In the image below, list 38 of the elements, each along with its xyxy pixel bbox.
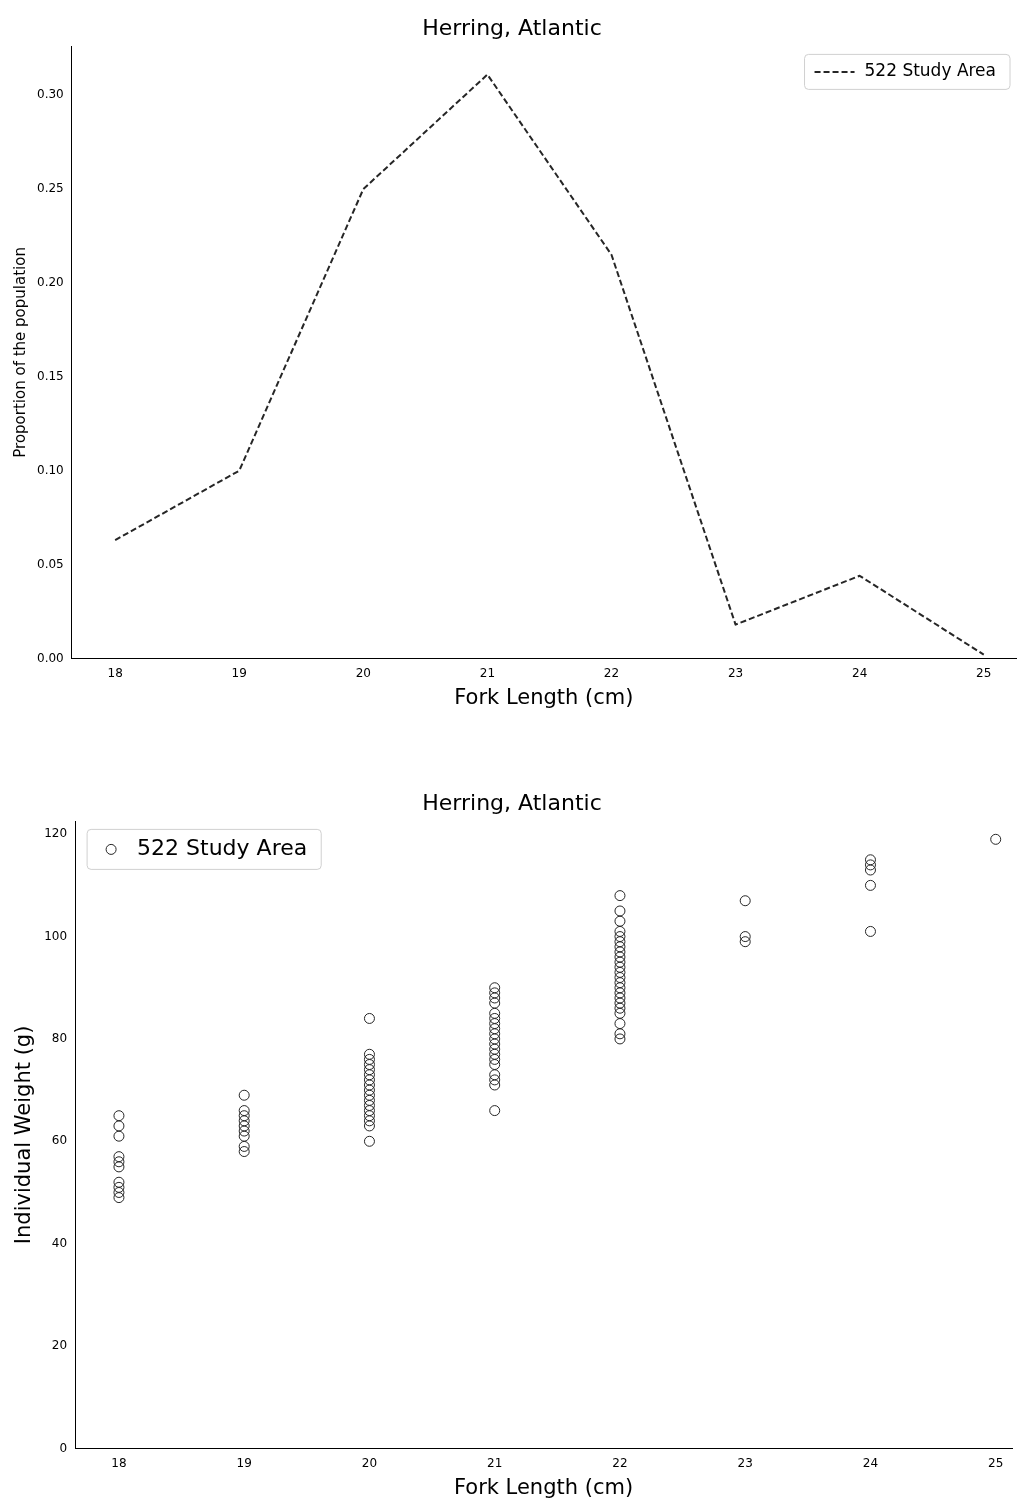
y-tick-label: 0 [59,1440,68,1455]
x-tick-label: 24 [862,1455,879,1470]
x-tick-label: 19 [231,665,247,680]
y-tick-label: 120 [44,826,68,841]
x-axis-title: Fork Length (cm) [453,1474,634,1499]
x-tick-label: 22 [612,1455,628,1470]
y-tick-label: 0.25 [37,181,64,196]
y-tick-label: 0.15 [37,368,64,383]
x-tick-label: 23 [737,1455,753,1470]
x-tick-label: 19 [236,1455,252,1470]
y-axis-title: Proportion of the population [10,247,29,458]
x-tick-label: 21 [487,1455,503,1470]
x-tick-label: 18 [107,665,123,680]
x-tick-label: 25 [988,1455,1004,1470]
x-tick-label: 23 [727,665,744,680]
x-tick-label: 21 [479,665,496,680]
x-tick-label: 24 [852,665,868,680]
chart-title: Herring, Atlantic [422,789,602,815]
y-tick-label: 80 [51,1031,68,1046]
x-tick-label: 20 [361,1455,378,1470]
x-tick-label: 20 [355,665,371,680]
y-tick-label: 40 [51,1235,68,1250]
chart-title: Herring, Atlantic [422,14,602,40]
y-tick-label: 60 [51,1133,68,1148]
y-tick-label: 0.00 [37,650,64,665]
y-tick-label: 0.05 [37,556,64,571]
x-tick-label: 25 [976,665,992,680]
y-tick-label: 0.10 [37,462,64,477]
x-tick-label: 22 [603,665,620,680]
legend-label: 522 Study Area [864,60,997,81]
y-tick-label: 20 [51,1338,68,1353]
y-tick-label: 0.20 [37,275,64,290]
y-axis-title: Individual Weight (g) [11,1025,36,1245]
legend-label: 522 Study Area [137,835,308,861]
y-tick-label: 0.30 [37,87,64,102]
x-tick-label: 18 [111,1455,127,1470]
y-tick-label: 100 [44,928,68,943]
x-axis-title: Fork Length (cm) [454,684,634,709]
